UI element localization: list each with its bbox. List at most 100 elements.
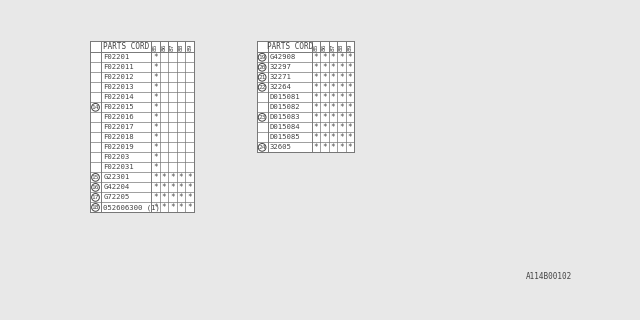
Text: *: * (322, 63, 327, 72)
Text: *: * (162, 193, 166, 202)
Text: F022016: F022016 (103, 114, 134, 120)
Text: *: * (314, 83, 318, 92)
Text: *: * (170, 173, 175, 182)
Text: 32297: 32297 (270, 64, 292, 70)
Text: *: * (153, 193, 158, 202)
Text: *: * (348, 83, 353, 92)
Text: F022013: F022013 (103, 84, 134, 90)
Text: 14: 14 (92, 105, 99, 110)
Text: 22: 22 (259, 85, 266, 90)
Text: *: * (339, 123, 344, 132)
Text: 23: 23 (259, 115, 266, 120)
Text: 24: 24 (259, 145, 266, 150)
Text: D015084: D015084 (270, 124, 301, 130)
Text: *: * (339, 63, 344, 72)
Text: *: * (153, 173, 158, 182)
Text: *: * (322, 53, 327, 62)
Text: *: * (179, 173, 184, 182)
Text: *: * (339, 83, 344, 92)
Text: *: * (348, 103, 353, 112)
Text: 16: 16 (92, 185, 99, 190)
Text: 32271: 32271 (270, 74, 292, 80)
Text: *: * (188, 173, 192, 182)
Text: 86: 86 (322, 43, 327, 51)
Text: *: * (322, 143, 327, 152)
Text: 15: 15 (92, 175, 99, 180)
Text: *: * (339, 113, 344, 122)
Text: *: * (188, 193, 192, 202)
Text: *: * (322, 113, 327, 122)
Text: *: * (179, 193, 184, 202)
Text: *: * (153, 133, 158, 142)
Text: F02203: F02203 (103, 154, 129, 160)
Text: *: * (322, 73, 327, 82)
Text: PARTS CORD: PARTS CORD (266, 42, 313, 52)
Text: D015083: D015083 (270, 114, 301, 120)
Text: *: * (331, 123, 335, 132)
Text: *: * (331, 63, 335, 72)
Text: *: * (162, 183, 166, 192)
Text: *: * (322, 123, 327, 132)
Text: *: * (339, 103, 344, 112)
Text: *: * (153, 93, 158, 102)
Text: 86: 86 (161, 43, 166, 51)
Text: F02201: F02201 (103, 54, 129, 60)
Text: F022017: F022017 (103, 124, 134, 130)
Text: G42908: G42908 (270, 54, 296, 60)
Text: *: * (314, 93, 318, 102)
Text: D015081: D015081 (270, 94, 301, 100)
Text: *: * (153, 103, 158, 112)
Text: *: * (153, 123, 158, 132)
Text: *: * (170, 193, 175, 202)
Text: *: * (331, 73, 335, 82)
Text: 87: 87 (330, 43, 335, 51)
Text: F022011: F022011 (103, 64, 134, 70)
Text: F022012: F022012 (103, 74, 134, 80)
Text: 32605: 32605 (270, 144, 292, 150)
Text: *: * (339, 73, 344, 82)
Text: *: * (170, 183, 175, 192)
Text: PARTS CORD: PARTS CORD (103, 42, 149, 52)
Text: *: * (322, 93, 327, 102)
Text: *: * (348, 113, 353, 122)
Text: 89: 89 (348, 43, 353, 51)
Text: *: * (331, 133, 335, 142)
Text: *: * (153, 83, 158, 92)
Text: 88: 88 (339, 43, 344, 51)
Text: *: * (339, 53, 344, 62)
Text: *: * (331, 53, 335, 62)
Text: *: * (314, 123, 318, 132)
Text: *: * (153, 73, 158, 82)
Text: *: * (314, 113, 318, 122)
Text: *: * (162, 173, 166, 182)
Text: *: * (322, 103, 327, 112)
Text: F022018: F022018 (103, 134, 134, 140)
Text: D015085: D015085 (270, 134, 301, 140)
Text: *: * (179, 203, 184, 212)
Text: G42204: G42204 (103, 184, 129, 190)
Text: 88: 88 (179, 43, 184, 51)
Text: *: * (348, 63, 353, 72)
Text: *: * (314, 143, 318, 152)
Text: *: * (153, 203, 158, 212)
Text: F022015: F022015 (103, 104, 134, 110)
Text: *: * (314, 73, 318, 82)
Text: *: * (188, 203, 192, 212)
Text: G72205: G72205 (103, 195, 129, 200)
Text: *: * (348, 143, 353, 152)
Text: F022031: F022031 (103, 164, 134, 170)
Text: *: * (314, 103, 318, 112)
Text: *: * (348, 133, 353, 142)
Text: 85: 85 (314, 43, 319, 51)
Text: *: * (179, 183, 184, 192)
Text: *: * (314, 53, 318, 62)
Text: *: * (331, 93, 335, 102)
Text: *: * (348, 93, 353, 102)
Text: 85: 85 (153, 43, 158, 51)
Text: *: * (331, 103, 335, 112)
Text: *: * (322, 83, 327, 92)
Text: *: * (188, 183, 192, 192)
Text: *: * (162, 203, 166, 212)
Text: *: * (153, 163, 158, 172)
Text: F022019: F022019 (103, 144, 134, 150)
